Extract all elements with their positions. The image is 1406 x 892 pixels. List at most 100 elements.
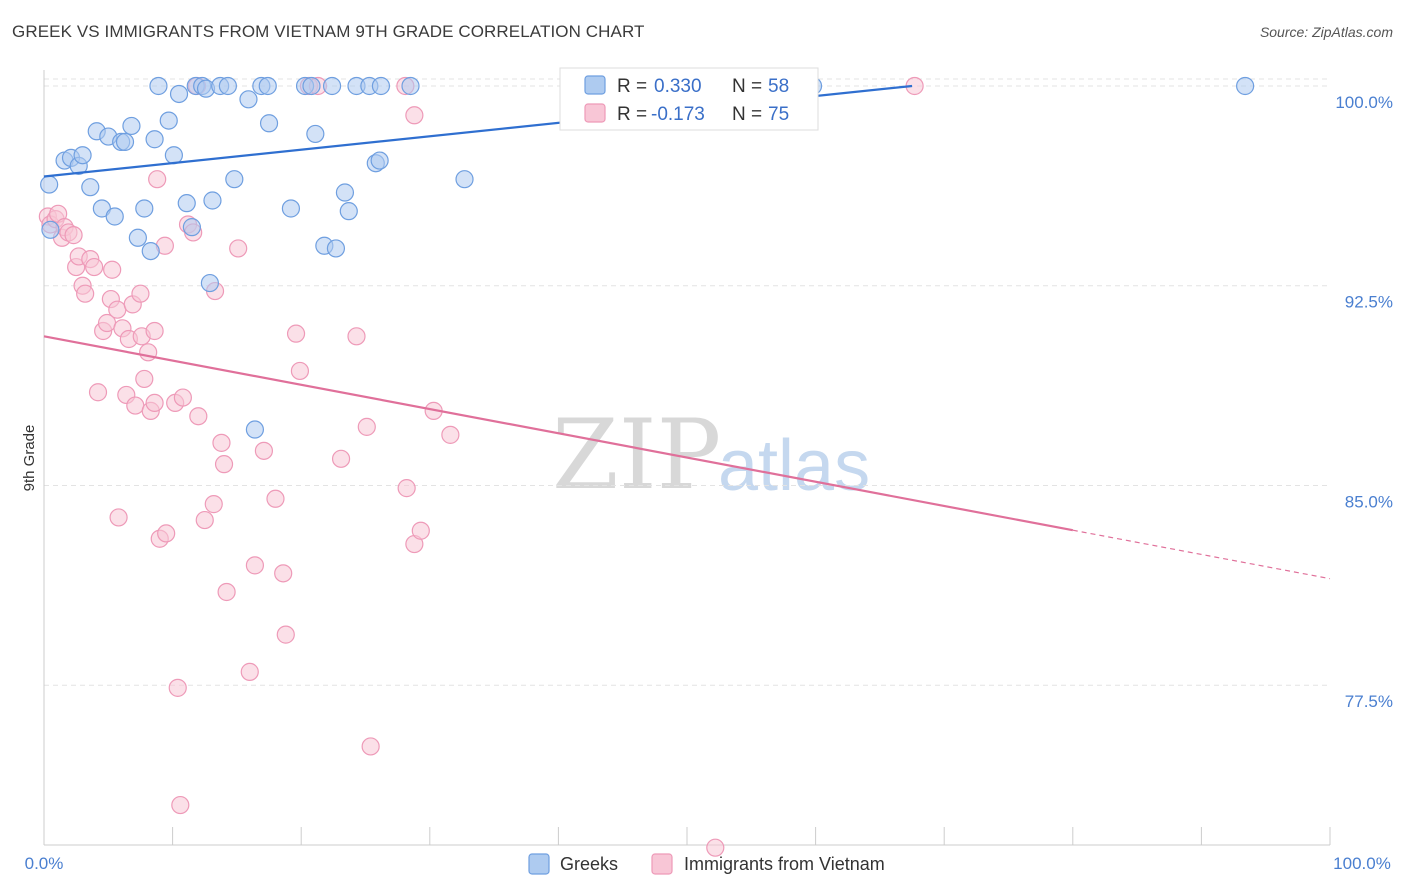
- point-vietnam: [173, 388, 192, 407]
- point-greek: [455, 170, 474, 189]
- point-vietnam: [131, 284, 150, 303]
- point-greek: [182, 218, 201, 237]
- point-vietnam: [286, 324, 306, 343]
- y-tick-label: 77.5%: [1345, 692, 1393, 711]
- point-vietnam: [171, 795, 190, 815]
- point-greek: [135, 199, 154, 218]
- x-tick-label-max: 100.0%: [1333, 854, 1391, 873]
- point-greek: [401, 76, 420, 96]
- trend-vietnam-dashed: [1072, 529, 1331, 580]
- legend-greeks-r-value: 0.330: [654, 76, 702, 97]
- point-greek: [218, 76, 237, 96]
- point-vietnam: [217, 582, 236, 602]
- point-vietnam: [290, 361, 310, 381]
- point-vietnam: [148, 170, 167, 189]
- point-vietnam: [64, 226, 83, 245]
- point-vietnam: [212, 433, 231, 452]
- point-greek: [149, 76, 168, 96]
- point-vietnam: [706, 838, 725, 857]
- point-greek: [145, 130, 164, 149]
- point-vietnam: [195, 510, 214, 530]
- point-vietnam: [157, 524, 176, 543]
- legend-vietnam-r-value: -0.173: [651, 104, 705, 125]
- point-greek: [370, 151, 389, 170]
- point-greek: [335, 183, 355, 202]
- point-greek: [339, 202, 358, 221]
- point-vietnam: [189, 407, 208, 426]
- point-vietnam: [357, 417, 376, 436]
- x-tick-label-min: 0.0%: [25, 854, 64, 873]
- point-vietnam: [126, 396, 145, 415]
- bottom-legend-greeks: Greeks: [560, 854, 618, 874]
- point-greek: [239, 90, 258, 109]
- point-vietnam: [139, 343, 158, 362]
- point-vietnam: [361, 737, 380, 756]
- point-vietnam: [245, 556, 265, 575]
- point-vietnam: [103, 260, 122, 279]
- point-vietnam: [240, 662, 259, 681]
- y-tick-label: 100.0%: [1335, 93, 1393, 112]
- legend-swatch-greeks: [584, 75, 606, 95]
- point-vietnam: [274, 564, 293, 583]
- point-greek: [169, 84, 189, 104]
- point-vietnam: [405, 106, 424, 125]
- legend-greeks-n-value: 58: [768, 76, 789, 97]
- point-greek: [245, 420, 265, 439]
- legend-greeks-n-label: N =: [732, 76, 762, 97]
- point-greek: [73, 146, 92, 165]
- chart-title: GREEK VS IMMIGRANTS FROM VIETNAM 9TH GRA…: [12, 22, 645, 41]
- legend-vietnam-n-label: N =: [732, 104, 762, 125]
- y-tick-labels: 77.5% 85.0% 92.5% 100.0%: [1335, 93, 1393, 711]
- y-tick-label: 92.5%: [1345, 293, 1393, 312]
- point-greek: [122, 116, 141, 136]
- point-greek: [306, 124, 325, 144]
- point-greek: [203, 191, 222, 210]
- point-vietnam: [135, 369, 154, 389]
- point-vietnam: [229, 239, 248, 258]
- point-greek: [281, 199, 301, 218]
- bottom-legend-swatch-greeks: [528, 853, 550, 875]
- point-greek: [159, 111, 178, 130]
- gridlines: [44, 78, 1330, 686]
- point-vietnam: [204, 495, 223, 514]
- point-vietnam: [145, 393, 164, 413]
- point-greek: [371, 76, 391, 96]
- x-ticks: [172, 827, 1331, 845]
- y-axis-label: 9th Grade: [21, 425, 38, 492]
- point-vietnam: [108, 300, 127, 319]
- point-vietnam: [145, 321, 164, 341]
- legend-greeks-r-label: R =: [617, 76, 647, 97]
- y-tick-label: 85.0%: [1345, 492, 1393, 511]
- point-greek: [115, 132, 135, 152]
- series-greeks-points: [40, 76, 1255, 439]
- point-greek: [164, 146, 183, 165]
- point-vietnam: [411, 521, 430, 540]
- point-greek: [92, 199, 111, 218]
- point-vietnam: [109, 508, 128, 527]
- point-greek: [128, 228, 147, 247]
- source-credit: Source: ZipAtlas.com: [1259, 24, 1393, 40]
- bottom-legend-vietnam: Immigrants from Vietnam: [684, 854, 885, 874]
- point-greek: [326, 239, 346, 258]
- point-vietnam: [397, 479, 416, 498]
- legend-swatch-vietnam: [584, 103, 606, 123]
- series-legend: Greeks Immigrants from Vietnam: [528, 853, 885, 875]
- point-greek: [177, 194, 196, 213]
- point-vietnam: [254, 441, 274, 460]
- point-greek: [1236, 76, 1255, 96]
- bottom-legend-swatch-vietnam: [651, 853, 673, 875]
- point-greek: [105, 207, 124, 226]
- point-greek: [200, 273, 219, 293]
- point-greek: [81, 178, 100, 197]
- trend-vietnam-solid: [43, 335, 1074, 532]
- watermark-atlas: atlas: [718, 426, 870, 506]
- point-greek: [259, 114, 279, 133]
- point-vietnam: [331, 449, 351, 468]
- point-greek: [141, 241, 160, 261]
- point-vietnam: [168, 678, 187, 697]
- point-vietnam: [441, 425, 460, 444]
- point-vietnam: [347, 327, 366, 346]
- legend-vietnam-n-value: 75: [768, 104, 789, 125]
- legend-vietnam-r-label: R =: [617, 104, 647, 125]
